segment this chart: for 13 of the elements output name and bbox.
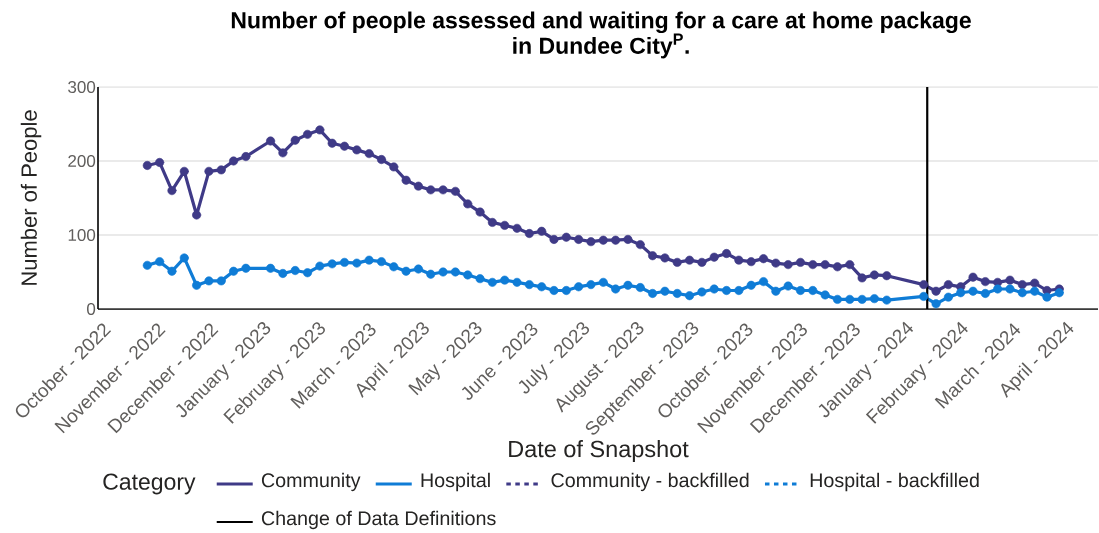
legend-label: Change of Data Definitions xyxy=(261,510,496,530)
y-axis-title: Number of People xyxy=(20,110,42,285)
x-axis-title: Date of Snapshot xyxy=(509,440,689,462)
y-tick-label: 100 xyxy=(68,228,96,242)
y-tick-label: 300 xyxy=(68,80,96,94)
chart-title: Number of people assessed and waiting for a care at home package in Dundee City$^{P}$. xyxy=(231,11,971,59)
legend-label: Community - backfilled xyxy=(551,472,749,492)
legend-title: Category xyxy=(103,473,196,495)
y-tick-label: 0 xyxy=(87,302,96,316)
y-tick-label: 200 xyxy=(68,154,96,168)
legend-label: Community xyxy=(261,472,361,492)
legend-label: Hospital - backfilled xyxy=(810,472,979,492)
legend-label: Hospital xyxy=(421,472,490,492)
